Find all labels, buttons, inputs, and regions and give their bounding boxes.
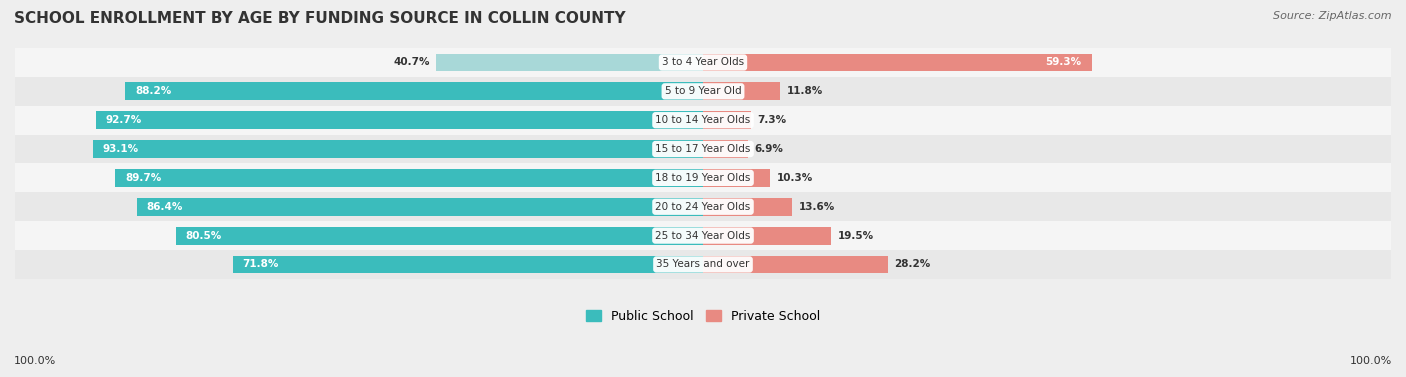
Text: 20 to 24 Year Olds: 20 to 24 Year Olds xyxy=(655,202,751,212)
Bar xyxy=(125,83,703,100)
Text: 19.5%: 19.5% xyxy=(838,231,873,241)
Text: 11.8%: 11.8% xyxy=(787,86,823,97)
Bar xyxy=(703,140,748,158)
Text: 100.0%: 100.0% xyxy=(14,356,56,366)
Bar xyxy=(703,227,831,245)
Bar xyxy=(115,169,703,187)
Bar xyxy=(703,169,770,187)
Bar xyxy=(232,256,703,273)
Text: 10.3%: 10.3% xyxy=(778,173,813,183)
Text: 92.7%: 92.7% xyxy=(105,115,142,125)
Text: 5 to 9 Year Old: 5 to 9 Year Old xyxy=(665,86,741,97)
Text: 88.2%: 88.2% xyxy=(135,86,172,97)
Bar xyxy=(15,192,1391,221)
Text: 89.7%: 89.7% xyxy=(125,173,162,183)
Text: Source: ZipAtlas.com: Source: ZipAtlas.com xyxy=(1274,11,1392,21)
Bar xyxy=(703,83,780,100)
Text: 93.1%: 93.1% xyxy=(103,144,139,154)
Bar xyxy=(93,140,703,158)
Text: 3 to 4 Year Olds: 3 to 4 Year Olds xyxy=(662,57,744,67)
Text: 10 to 14 Year Olds: 10 to 14 Year Olds xyxy=(655,115,751,125)
Bar xyxy=(136,198,703,216)
Bar xyxy=(436,54,703,71)
Text: 86.4%: 86.4% xyxy=(146,202,183,212)
Bar xyxy=(703,256,887,273)
Text: 100.0%: 100.0% xyxy=(1350,356,1392,366)
Text: 59.3%: 59.3% xyxy=(1046,57,1081,67)
Text: 15 to 17 Year Olds: 15 to 17 Year Olds xyxy=(655,144,751,154)
Text: 7.3%: 7.3% xyxy=(758,115,786,125)
Text: 71.8%: 71.8% xyxy=(242,259,278,270)
Text: 13.6%: 13.6% xyxy=(799,202,835,212)
Text: 25 to 34 Year Olds: 25 to 34 Year Olds xyxy=(655,231,751,241)
Bar xyxy=(15,48,1391,77)
Bar xyxy=(15,164,1391,192)
Text: 28.2%: 28.2% xyxy=(894,259,931,270)
Legend: Public School, Private School: Public School, Private School xyxy=(581,305,825,328)
Bar xyxy=(176,227,703,245)
Bar xyxy=(703,111,751,129)
Bar xyxy=(15,77,1391,106)
Text: 35 Years and over: 35 Years and over xyxy=(657,259,749,270)
Text: 6.9%: 6.9% xyxy=(755,144,783,154)
Bar xyxy=(703,198,792,216)
Text: 18 to 19 Year Olds: 18 to 19 Year Olds xyxy=(655,173,751,183)
Text: 80.5%: 80.5% xyxy=(186,231,222,241)
Bar xyxy=(96,111,703,129)
Text: SCHOOL ENROLLMENT BY AGE BY FUNDING SOURCE IN COLLIN COUNTY: SCHOOL ENROLLMENT BY AGE BY FUNDING SOUR… xyxy=(14,11,626,26)
Bar xyxy=(15,221,1391,250)
Bar xyxy=(15,135,1391,164)
Bar xyxy=(15,250,1391,279)
Bar xyxy=(703,54,1091,71)
Bar xyxy=(15,106,1391,135)
Text: 40.7%: 40.7% xyxy=(394,57,430,67)
